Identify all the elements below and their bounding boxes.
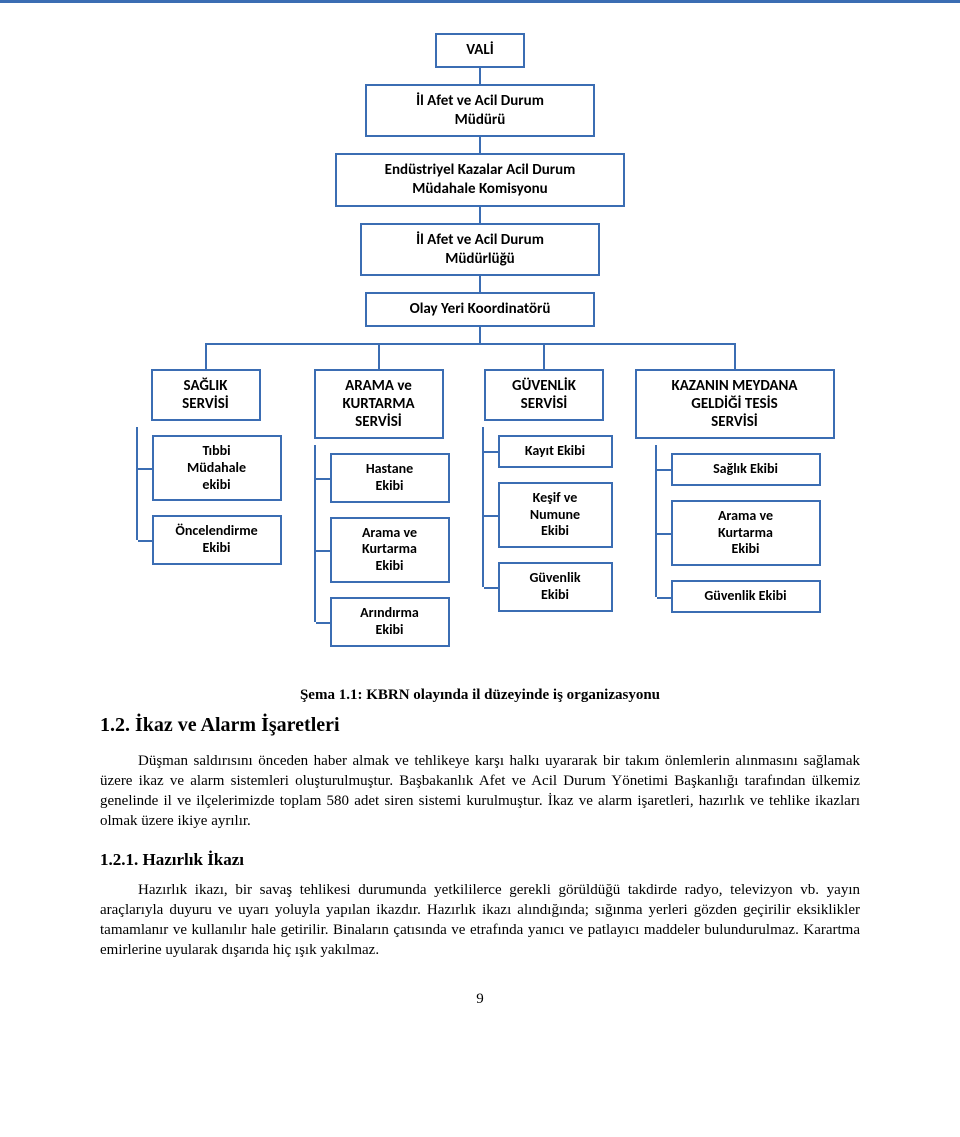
connector-horizontal xyxy=(206,343,735,345)
team-saglik-1: ÖncelendirmeEkibi xyxy=(152,515,282,565)
sub-column-arama: HastaneEkibi Arama veKurtarmaEkibi Arındır… xyxy=(304,445,454,661)
team-tesis-0: Sağlık Ekibi xyxy=(671,453,821,486)
team-arama-2: ArındırmaEkibi xyxy=(330,597,450,647)
connector xyxy=(655,445,657,597)
team-tesis-2: Güvenlik Ekibi xyxy=(671,580,821,613)
connector xyxy=(136,427,138,540)
team-guvenlik-0: Kayıt Ekibi xyxy=(498,435,613,468)
sub-column-saglik: TıbbiMüdahaleekibi ÖncelendirmeEkibi xyxy=(126,427,286,579)
branch-arama: ARAMA veKURTARMASERVİSİ HastaneEkibi Arama… xyxy=(304,343,454,661)
org-chart: VALİ İl Afet ve Acil DurumMüdürü Endüstriy… xyxy=(55,33,905,661)
branches-row: SAĞLIKSERVİSİ TıbbiMüdahaleekibi Öncelendi… xyxy=(55,343,905,661)
section-heading: 1.2. İkaz ve Alarm İşaretleri xyxy=(100,714,860,737)
top-rule xyxy=(0,0,960,3)
team-guvenlik-2: GüvenlikEkibi xyxy=(498,562,613,612)
branch-head-arama: ARAMA veKURTARMASERVİSİ xyxy=(314,369,444,439)
team-arama-1: Arama veKurtarmaEkibi xyxy=(330,517,450,583)
connector xyxy=(205,343,207,369)
paragraph-1: Düşman saldırısını önceden haber almak v… xyxy=(100,751,860,832)
connector xyxy=(378,343,380,369)
branch-saglik: SAĞLIKSERVİSİ TıbbiMüdahaleekibi Öncelendi… xyxy=(126,343,286,661)
page-number: 9 xyxy=(100,991,860,1008)
team-tesis-1: Arama veKurtarmaEkibi xyxy=(671,500,821,566)
node-komisyon: Endüstriyel Kazalar Acil DurumMüdahale K… xyxy=(335,153,625,207)
sub-column-tesis: Sağlık Ekibi Arama veKurtarmaEkibi Güvenli… xyxy=(645,445,825,627)
connector xyxy=(479,276,481,292)
team-saglik-0: TıbbiMüdahaleekibi xyxy=(152,435,282,501)
connector xyxy=(479,68,481,84)
subsection-heading: 1.2.1. Hazırlık İkazı xyxy=(100,850,860,870)
branch-guvenlik: GÜVENLİKSERVİSİ Kayıt Ekibi Keşif veNumune… xyxy=(472,343,617,661)
node-mudur: İl Afet ve Acil DurumMüdürü xyxy=(365,84,595,138)
connector xyxy=(479,137,481,153)
node-vali: VALİ xyxy=(435,33,525,68)
branch-tesis: KAZANIN MEYDANAGELDİĞİ TESİSSERVİSİSağlı… xyxy=(635,343,835,661)
branch-head-guvenlik: GÜVENLİKSERVİSİ xyxy=(484,369,604,421)
connector xyxy=(314,445,316,622)
chart-caption: Şema 1.1: KBRN olayında il düzeyinde iş … xyxy=(100,687,860,704)
connector xyxy=(543,343,545,369)
connector xyxy=(479,207,481,223)
node-koordinator: Olay Yeri Koordinatörü xyxy=(365,292,595,327)
connector xyxy=(479,327,481,343)
branch-head-saglik: SAĞLIKSERVİSİ xyxy=(151,369,261,421)
sub-column-guvenlik: Kayıt Ekibi Keşif veNumuneEkibi GüvenlikEk… xyxy=(472,427,617,626)
node-mudurluk: İl Afet ve Acil DurumMüdürlüğü xyxy=(360,223,600,277)
connector xyxy=(734,343,736,369)
branch-head-tesis: KAZANIN MEYDANAGELDİĞİ TESİSSERVİSİ xyxy=(635,369,835,439)
body-text: Şema 1.1: KBRN olayında il düzeyinde iş … xyxy=(100,687,860,1008)
team-guvenlik-1: Keşif veNumuneEkibi xyxy=(498,482,613,548)
paragraph-2: Hazırlık ikazı, bir savaş tehlikesi duru… xyxy=(100,880,860,961)
page: VALİ İl Afet ve Acil DurumMüdürü Endüstriy… xyxy=(0,0,960,1038)
team-arama-0: HastaneEkibi xyxy=(330,453,450,503)
